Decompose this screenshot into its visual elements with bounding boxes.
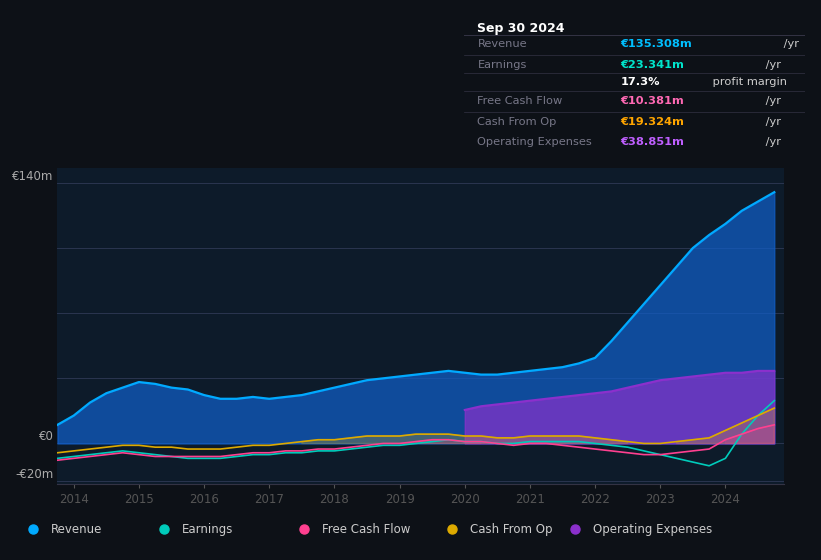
Text: Free Cash Flow: Free Cash Flow [478, 96, 562, 106]
Text: /yr: /yr [763, 96, 782, 106]
Text: Cash From Op: Cash From Op [478, 116, 557, 127]
Text: Sep 30 2024: Sep 30 2024 [478, 22, 565, 35]
Text: /yr: /yr [763, 116, 782, 127]
Text: 17.3%: 17.3% [621, 77, 660, 87]
Text: profit margin: profit margin [709, 77, 787, 87]
Text: Revenue: Revenue [478, 39, 527, 49]
Text: Revenue: Revenue [51, 522, 103, 536]
Text: /yr: /yr [763, 138, 782, 147]
Text: Earnings: Earnings [478, 60, 527, 71]
Text: Operating Expenses: Operating Expenses [478, 138, 592, 147]
Text: €0: €0 [39, 431, 54, 444]
Text: €38.851m: €38.851m [621, 138, 685, 147]
Text: €23.341m: €23.341m [621, 60, 685, 71]
Text: €135.308m: €135.308m [621, 39, 692, 49]
Text: Operating Expenses: Operating Expenses [593, 522, 712, 536]
Text: /yr: /yr [780, 39, 799, 49]
Text: €19.324m: €19.324m [621, 116, 685, 127]
Text: Earnings: Earnings [182, 522, 234, 536]
Text: /yr: /yr [763, 60, 782, 71]
Text: -€20m: -€20m [16, 468, 54, 480]
Text: €10.381m: €10.381m [621, 96, 685, 106]
Text: €140m: €140m [12, 170, 54, 183]
Text: Free Cash Flow: Free Cash Flow [322, 522, 410, 536]
Text: Cash From Op: Cash From Op [470, 522, 552, 536]
